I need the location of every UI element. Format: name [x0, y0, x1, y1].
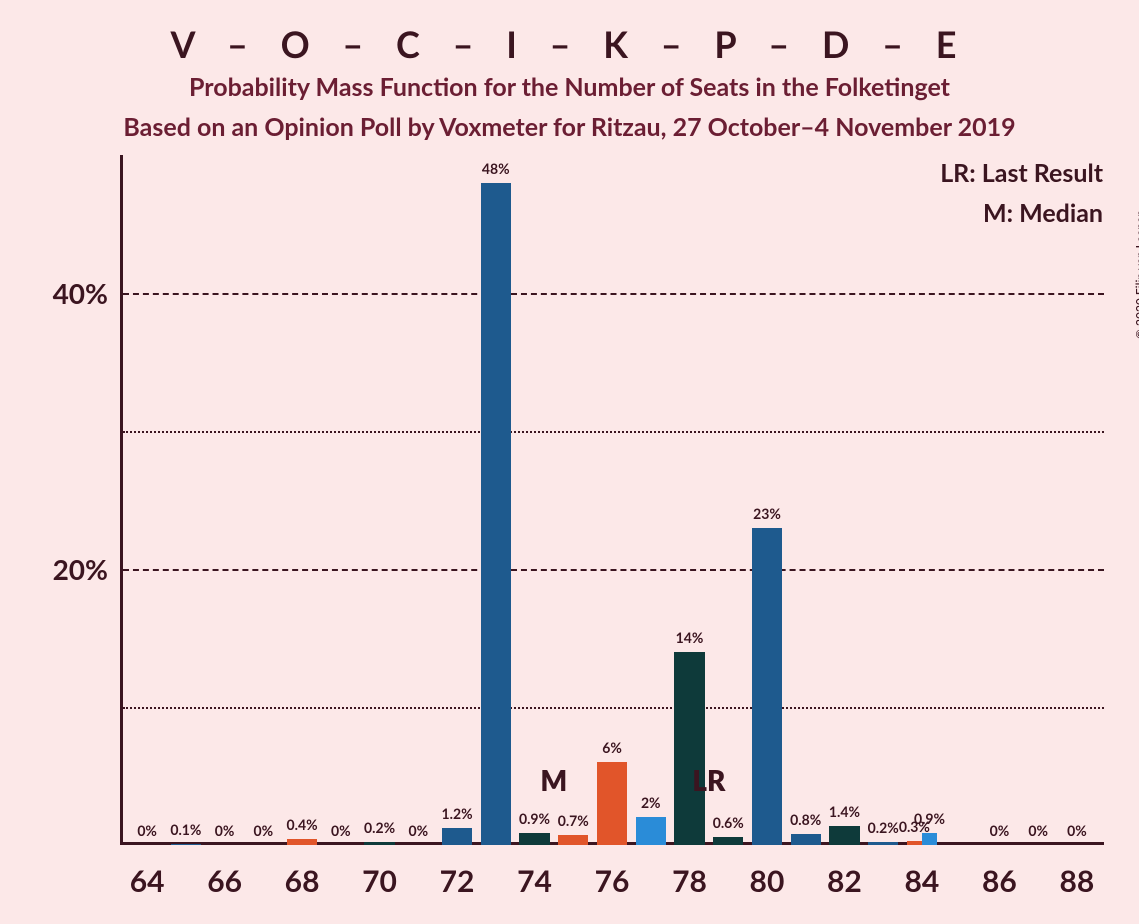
bar [287, 839, 317, 845]
bar [636, 817, 666, 845]
bar-value-label: 0% [215, 822, 235, 839]
x-tick-label: 66 [207, 863, 242, 899]
bar-value-label: 0.9% [519, 810, 550, 827]
bar-value-label: 23% [753, 505, 781, 522]
gridline [123, 707, 1104, 709]
bar-value-label: 1.2% [442, 805, 473, 822]
bar [171, 844, 201, 845]
bar-value-label: 48% [482, 160, 510, 177]
bar [558, 835, 588, 845]
bar [922, 833, 937, 845]
y-tick-label: 40% [53, 276, 108, 310]
bar-value-label: 0% [990, 822, 1010, 839]
x-tick-label: 86 [982, 863, 1017, 899]
gridline [123, 431, 1104, 433]
bar-value-label: 0.1% [170, 821, 201, 838]
bar-value-label: 0% [1028, 822, 1048, 839]
chart-title: V – O – C – I – K – P – D – E [0, 22, 1139, 66]
bar [829, 826, 859, 845]
x-tick-label: 80 [750, 863, 785, 899]
bar-value-label: 0.8% [790, 811, 821, 828]
y-tick-label: 20% [53, 552, 108, 586]
median-marker: M [540, 763, 567, 797]
gridline [123, 293, 1104, 295]
y-axis-line [120, 155, 123, 845]
bar-value-label: 6% [602, 739, 622, 756]
x-tick-label: 70 [362, 863, 397, 899]
x-tick-label: 76 [595, 863, 630, 899]
bar [597, 762, 627, 845]
chart-container: V – O – C – I – K – P – D – E Probabilit… [0, 0, 1139, 924]
copyright-text: © 2020 Filip van Laenen [1133, 210, 1139, 339]
bar [907, 841, 922, 845]
x-tick-label: 82 [827, 863, 862, 899]
bar [791, 834, 821, 845]
last-result-marker: LR [692, 763, 725, 797]
bar-value-label: 0% [254, 822, 274, 839]
bar-value-label: 0.4% [287, 816, 318, 833]
bar-value-label: 14% [676, 629, 704, 646]
bar [868, 842, 898, 845]
bar-value-label: 1.4% [829, 803, 860, 820]
bar [442, 828, 472, 845]
chart-subtitle-2: Based on an Opinion Poll by Voxmeter for… [0, 112, 1139, 142]
bar-value-label: 0.2% [364, 819, 395, 836]
bar-value-label: 0% [1067, 822, 1087, 839]
x-tick-label: 84 [905, 863, 940, 899]
bar-value-label: 0% [331, 822, 351, 839]
bar-value-label: 0.2% [868, 819, 899, 836]
bar-value-label: 0.7% [558, 812, 589, 829]
bar [364, 842, 394, 845]
bar [519, 833, 549, 845]
bar-value-label: 0.6% [713, 814, 744, 831]
x-tick-label: 68 [285, 863, 320, 899]
bar [752, 528, 782, 845]
gridline [123, 569, 1104, 571]
bar-value-label: 2% [641, 794, 661, 811]
chart-subtitle-1: Probability Mass Function for the Number… [0, 72, 1139, 102]
x-tick-label: 64 [130, 863, 165, 899]
bar [713, 837, 743, 845]
plot-area: 646668707274767880828486880%0.1%0%0%0.4%… [120, 155, 1104, 845]
x-tick-label: 74 [517, 863, 552, 899]
bar-value-label: 0.9% [914, 810, 945, 827]
x-tick-label: 72 [440, 863, 475, 899]
bar [674, 652, 704, 845]
x-tick-label: 88 [1059, 863, 1094, 899]
bar [481, 183, 511, 845]
bar-value-label: 0% [137, 822, 157, 839]
x-tick-label: 78 [672, 863, 707, 899]
bar-value-label: 0% [409, 822, 429, 839]
